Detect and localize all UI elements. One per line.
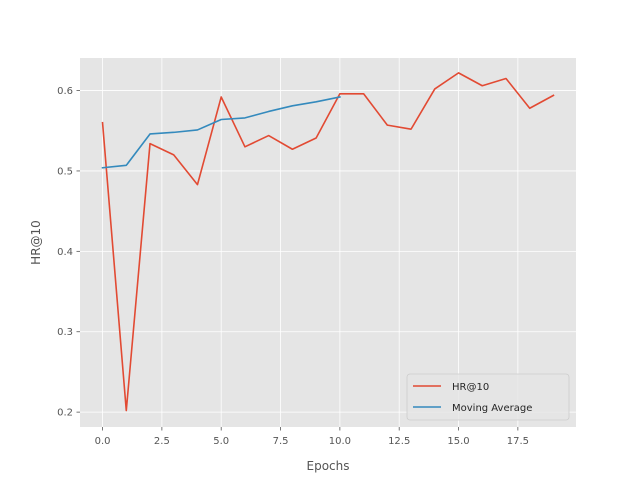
x-tick-label: 15.0 [447, 436, 469, 447]
series-layer [101, 72, 555, 412]
y-axis-title: HR@10 [29, 220, 43, 265]
y-tick-label: 0.3 [57, 327, 73, 338]
x-tick-label: 5.0 [213, 436, 229, 447]
x-tick-label: 10.0 [329, 436, 351, 447]
legend-label-hr10: HR@10 [452, 382, 489, 393]
y-tick-label: 0.5 [57, 166, 73, 177]
x-tick-label: 0.0 [95, 436, 111, 447]
x-axis-ticks: 0.0 2.5 5.0 7.5 10.0 12.5 15.0 17.5 [95, 427, 529, 447]
y-tick-label: 0.4 [57, 247, 73, 258]
x-axis-title: Epochs [307, 459, 350, 473]
series-line-moving-average [101, 96, 341, 169]
legend-box [406, 373, 570, 421]
plot-area [80, 58, 576, 427]
series-line-hr-10 [101, 72, 555, 412]
y-axis-ticks: 0.2 0.3 0.4 0.5 0.6 [57, 86, 80, 419]
x-tick-label: 12.5 [388, 436, 410, 447]
legend-label-moving-average: Moving Average [452, 403, 532, 414]
x-tick-label: 17.5 [507, 436, 529, 447]
y-tick-label: 0.2 [57, 408, 73, 419]
x-tick-label: 7.5 [273, 436, 289, 447]
legend: HR@10 Moving Average [406, 373, 570, 421]
x-tick-label: 2.5 [154, 436, 170, 447]
y-tick-label: 0.6 [57, 86, 73, 97]
